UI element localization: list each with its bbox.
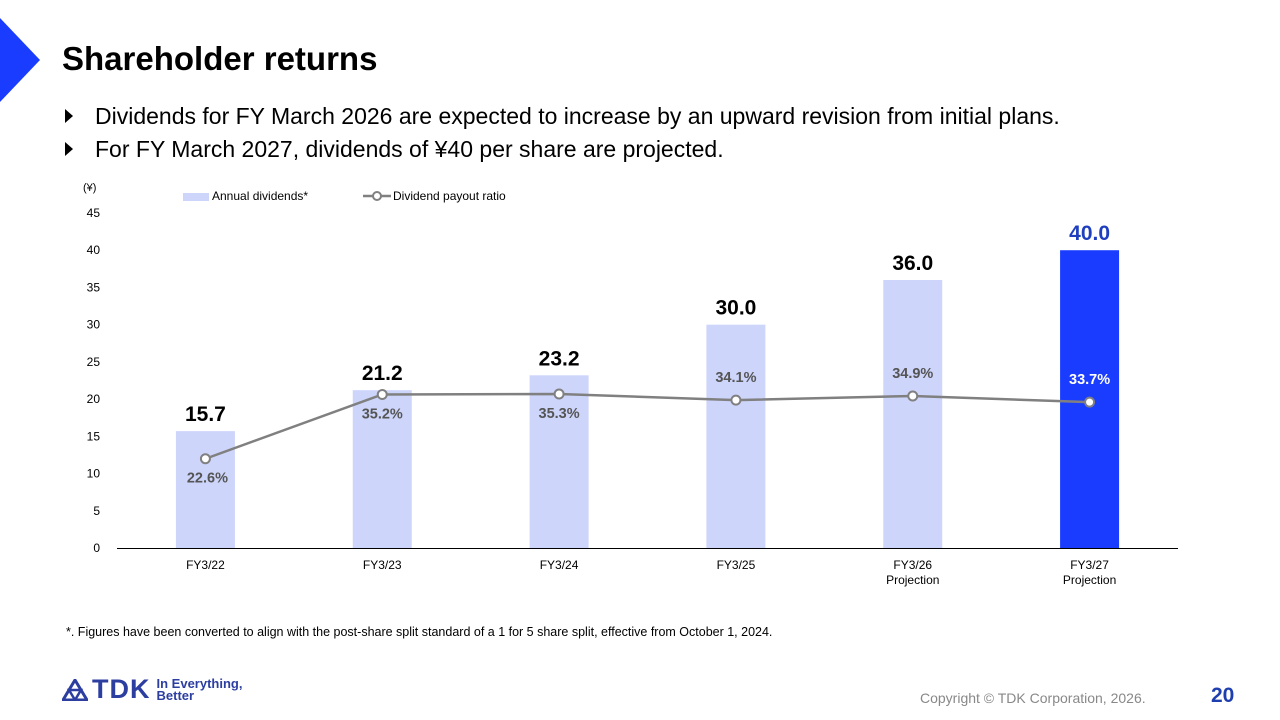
dividend-data-label: 21.2: [362, 362, 403, 385]
bullet-item: For FY March 2027, dividends of ¥40 per …: [62, 133, 1060, 166]
dividend-bar: [529, 375, 589, 548]
legend-bar-swatch: [183, 193, 209, 201]
x-tick-label: Projection: [886, 573, 939, 587]
dividend-data-label: 30.0: [715, 297, 756, 320]
payout-ratio-line: [204, 392, 1090, 460]
payout-ratio-label: 35.3%: [539, 406, 580, 422]
x-tick-label: FY3/26: [893, 558, 932, 572]
logo-tagline: In Everything, Better: [156, 675, 243, 703]
legend-line-label: Dividend payout ratio: [393, 189, 506, 203]
x-tick-label: Projection: [1063, 573, 1116, 587]
payout-ratio-label: 34.1%: [715, 370, 756, 386]
payout-ratio-label: 33.7%: [1069, 372, 1110, 388]
bullet-list: Dividends for FY March 2026 are expected…: [62, 100, 1060, 166]
logo-tagline-line1: In Everything,: [156, 675, 243, 691]
payout-ratio-marker: [1084, 396, 1096, 408]
x-tick-label: FY3/25: [717, 558, 756, 572]
dividend-bar: [706, 324, 766, 548]
page-number: 20: [1211, 684, 1235, 707]
payout-ratio-marker: [553, 388, 565, 400]
legend-line-marker: [372, 191, 382, 201]
payout-ratio-marker: [199, 453, 211, 465]
logo-wordmark: TDK: [92, 674, 151, 704]
bullet-item: Dividends for FY March 2026 are expected…: [62, 100, 1060, 133]
y-tick-label: 20: [87, 392, 101, 406]
dividend-bar: [175, 431, 235, 548]
y-tick-label: 25: [87, 355, 101, 369]
bullet-text: Dividends for FY March 2026 are expected…: [95, 103, 1060, 129]
y-tick-label: 5: [93, 504, 100, 518]
y-tick-label: 35: [87, 280, 101, 294]
y-tick-label: 40: [87, 243, 101, 257]
footnote: *. Figures have been converted to align …: [66, 625, 773, 639]
dividend-data-label: 23.2: [539, 347, 580, 370]
y-axis-unit: (¥): [83, 182, 96, 194]
payout-ratio-label: 35.2%: [362, 406, 403, 422]
legend-bar-label: Annual dividends*: [212, 189, 308, 203]
y-tick-label: 30: [87, 318, 101, 332]
payout-ratio-marker: [376, 388, 388, 400]
dividend-data-label: 36.0: [892, 252, 933, 275]
dividend-bar: [883, 280, 943, 548]
triangle-bullet-icon: [65, 142, 73, 156]
x-tick-label: FY3/23: [363, 558, 402, 572]
dividend-data-label: 40.0: [1069, 222, 1110, 245]
corner-arrow-decoration: [0, 18, 40, 102]
tdk-logo: TDK In Everything, Better: [62, 674, 242, 705]
y-tick-label: 0: [93, 541, 100, 555]
payout-ratio-marker: [730, 394, 742, 406]
x-tick-label: FY3/24: [540, 558, 579, 572]
y-tick-label: 45: [87, 206, 101, 220]
y-tick-label: 15: [87, 429, 101, 443]
dividend-data-label: 15.7: [185, 403, 226, 426]
payout-ratio-marker: [907, 390, 919, 402]
y-tick-label: 10: [87, 467, 101, 481]
x-tick-label: FY3/27: [1070, 558, 1109, 572]
tdk-emblem-icon: [62, 678, 88, 701]
copyright: Copyright © TDK Corporation, 2026.: [920, 690, 1146, 706]
page-title: Shareholder returns: [62, 40, 378, 77]
payout-ratio-label: 22.6%: [187, 471, 228, 487]
x-tick-label: FY3/22: [186, 558, 225, 572]
payout-ratio-label: 34.9%: [892, 366, 933, 382]
bullet-text: For FY March 2027, dividends of ¥40 per …: [95, 136, 724, 162]
dividend-bar: [352, 390, 412, 548]
logo-tagline-line2: Better: [156, 687, 195, 703]
triangle-bullet-icon: [65, 109, 73, 123]
dividend-chart: 0 5 10 15 20 25 30 35 40 45 (¥) Annual dividends* Di…: [83, 182, 1178, 587]
